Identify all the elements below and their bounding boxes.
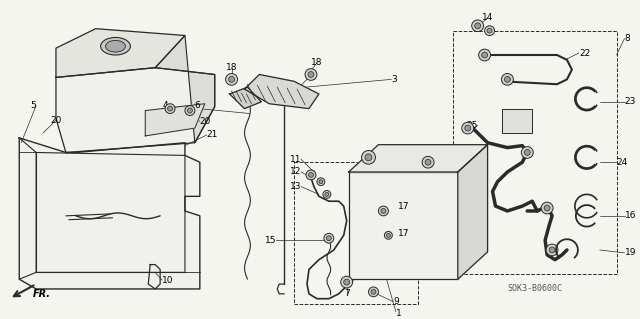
Circle shape — [344, 279, 349, 285]
Text: 15: 15 — [265, 236, 276, 245]
Text: 6: 6 — [195, 101, 200, 110]
Text: 8: 8 — [625, 34, 630, 43]
Circle shape — [385, 232, 392, 239]
Polygon shape — [244, 75, 319, 108]
Circle shape — [228, 77, 235, 82]
Polygon shape — [145, 104, 205, 136]
Circle shape — [308, 173, 314, 177]
Text: SOK3-B0600C: SOK3-B0600C — [508, 285, 563, 293]
Text: 2: 2 — [309, 73, 315, 82]
Circle shape — [522, 147, 533, 158]
Circle shape — [168, 106, 173, 111]
Circle shape — [422, 156, 434, 168]
Circle shape — [165, 104, 175, 114]
Text: 18: 18 — [311, 58, 323, 67]
Text: 19: 19 — [625, 249, 636, 257]
Text: 20: 20 — [51, 116, 61, 125]
Circle shape — [462, 122, 474, 134]
Circle shape — [479, 49, 490, 61]
Circle shape — [340, 276, 353, 288]
Circle shape — [465, 125, 470, 131]
Circle shape — [546, 244, 558, 256]
Circle shape — [549, 247, 555, 253]
Circle shape — [369, 287, 378, 297]
Circle shape — [378, 206, 388, 216]
Text: 3: 3 — [391, 75, 397, 84]
Circle shape — [326, 236, 332, 241]
Polygon shape — [155, 35, 214, 143]
Circle shape — [387, 234, 390, 237]
Circle shape — [541, 202, 553, 214]
Circle shape — [188, 108, 193, 113]
Circle shape — [317, 178, 325, 186]
Text: 23: 23 — [625, 97, 636, 106]
Circle shape — [306, 170, 316, 180]
Circle shape — [524, 150, 531, 155]
Text: 4: 4 — [163, 101, 168, 110]
Circle shape — [475, 23, 481, 29]
Text: 5: 5 — [30, 101, 36, 110]
Polygon shape — [349, 145, 488, 172]
Text: 16: 16 — [625, 211, 636, 220]
Circle shape — [504, 77, 510, 82]
Circle shape — [319, 180, 323, 184]
Circle shape — [362, 151, 376, 164]
Text: FR.: FR. — [33, 289, 51, 299]
Circle shape — [472, 20, 484, 32]
Text: 20: 20 — [200, 117, 211, 126]
Circle shape — [325, 192, 329, 196]
Text: 24: 24 — [616, 158, 628, 167]
Circle shape — [371, 289, 376, 294]
Circle shape — [324, 234, 334, 243]
Text: 17: 17 — [398, 229, 410, 238]
Text: 12: 12 — [290, 167, 301, 176]
Text: 10: 10 — [162, 276, 173, 285]
Circle shape — [308, 71, 314, 78]
Polygon shape — [502, 108, 532, 133]
Circle shape — [365, 154, 372, 161]
Text: 9: 9 — [394, 297, 399, 306]
Polygon shape — [56, 29, 185, 78]
Text: 21: 21 — [207, 130, 218, 139]
Polygon shape — [349, 172, 458, 279]
Circle shape — [185, 106, 195, 115]
Ellipse shape — [100, 37, 131, 55]
Text: 25: 25 — [467, 121, 477, 130]
Circle shape — [305, 69, 317, 80]
Text: 7: 7 — [344, 289, 349, 298]
Polygon shape — [56, 68, 214, 152]
Text: 1: 1 — [396, 309, 402, 318]
Text: 18: 18 — [226, 63, 237, 72]
Circle shape — [502, 73, 513, 85]
Text: 11: 11 — [289, 155, 301, 164]
Text: 13: 13 — [289, 182, 301, 191]
Text: 17: 17 — [398, 202, 410, 211]
Ellipse shape — [106, 41, 125, 52]
Circle shape — [482, 52, 488, 58]
Polygon shape — [458, 145, 488, 279]
Text: 22: 22 — [579, 48, 590, 57]
Circle shape — [381, 209, 386, 213]
Text: 14: 14 — [482, 13, 493, 22]
Circle shape — [484, 26, 495, 35]
Circle shape — [226, 73, 237, 85]
Circle shape — [425, 159, 431, 165]
Polygon shape — [19, 138, 200, 289]
Polygon shape — [230, 87, 261, 108]
Circle shape — [544, 205, 550, 211]
Circle shape — [323, 190, 331, 198]
Circle shape — [487, 28, 492, 33]
